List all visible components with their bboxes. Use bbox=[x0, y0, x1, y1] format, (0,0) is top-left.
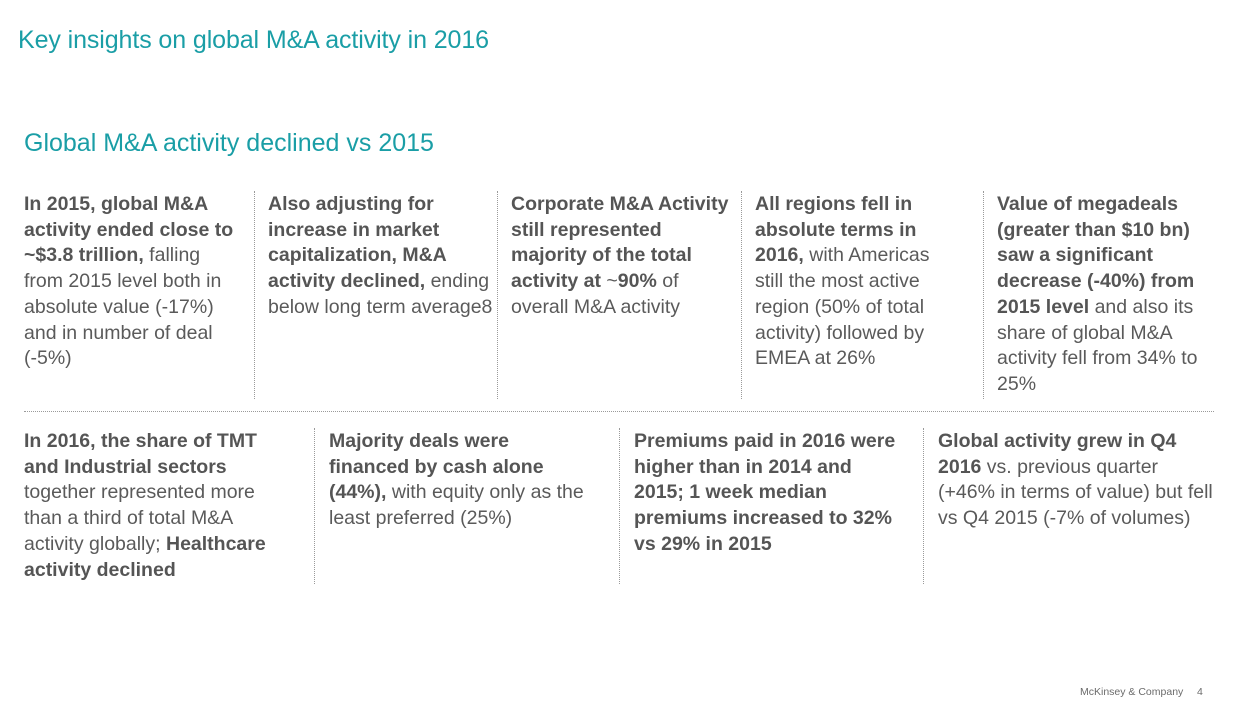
insight-body: of overall M&A activity bbox=[511, 270, 681, 318]
insights-row-bottom: In 2016, the share of TMT and Industrial… bbox=[0, 428, 1255, 584]
insight-body: and also its share of global M&A activit… bbox=[997, 295, 1198, 395]
section-subtitle: Global M&A activity declined vs 2015 bbox=[24, 129, 434, 157]
page-title: Key insights on global M&A activity in 2… bbox=[18, 26, 489, 54]
insight-body: together represented more than a third o… bbox=[24, 481, 255, 555]
insight-bold: Also adjusting for increase in market ca… bbox=[268, 193, 447, 293]
insight-bold: Value of megadeals (greater than $10 bn)… bbox=[997, 193, 1195, 318]
insight-card: In 2016, the share of TMT and Industrial… bbox=[24, 428, 314, 584]
insight-text: Premiums paid in 2016 were higher than i… bbox=[634, 429, 902, 558]
insight-card: All regions fell in absolute terms in 20… bbox=[741, 191, 983, 399]
insight-bold: Majority deals were financed by cash alo… bbox=[329, 430, 544, 504]
insight-body: with Americas still the most active regi… bbox=[755, 244, 930, 370]
insight-text: Corporate M&A Activity still represented… bbox=[511, 192, 737, 321]
insight-card: Also adjusting for increase in market ca… bbox=[254, 191, 497, 399]
insight-text: Also adjusting for increase in market ca… bbox=[268, 192, 493, 321]
insight-card: Majority deals were financed by cash alo… bbox=[314, 428, 619, 584]
insight-bold: Corporate M&A Activity still represented… bbox=[511, 193, 729, 293]
insight-card: Corporate M&A Activity still represented… bbox=[497, 191, 741, 399]
insight-body: with equity only as the least preferred … bbox=[329, 481, 584, 530]
insights-row-top: In 2015, global M&A activity ended close… bbox=[0, 191, 1255, 399]
insight-bold: Global activity grew in Q4 2016 bbox=[938, 430, 1177, 478]
footer-brand: McKinsey & Company bbox=[1080, 686, 1184, 698]
insight-bold: All regions fell in absolute terms in 20… bbox=[755, 193, 917, 267]
insight-body: falling from 2015 level both in absolute… bbox=[24, 244, 222, 370]
insight-text: Majority deals were financed by cash alo… bbox=[329, 429, 587, 532]
insight-bold: In 2015, global M&A activity ended close… bbox=[24, 193, 234, 267]
insight-card: Global activity grew in Q4 2016 vs. prev… bbox=[923, 428, 1223, 584]
insight-bold: Healthcare activity declined bbox=[24, 532, 266, 581]
insight-text: In 2016, the share of TMT and Industrial… bbox=[24, 429, 296, 583]
insight-bold: Premiums paid in 2016 were higher than i… bbox=[634, 430, 896, 555]
insight-card: In 2015, global M&A activity ended close… bbox=[24, 191, 254, 399]
insight-body: ~ bbox=[600, 270, 618, 293]
insight-bold: 90% bbox=[617, 270, 657, 293]
insight-card: Premiums paid in 2016 were higher than i… bbox=[619, 428, 923, 584]
insight-bold: In 2016, the share of TMT and Industrial… bbox=[24, 430, 257, 478]
insight-body: vs. previous quarter (+46% in terms of v… bbox=[938, 455, 1213, 530]
page-number: 4 bbox=[1197, 686, 1203, 698]
insight-card: Value of megadeals (greater than $10 bn)… bbox=[983, 191, 1233, 399]
horizontal-divider bbox=[24, 411, 1214, 412]
insight-text: All regions fell in absolute terms in 20… bbox=[755, 192, 955, 372]
insight-body: ending below long term average8 bbox=[268, 270, 493, 318]
insight-text: Value of megadeals (greater than $10 bn)… bbox=[997, 192, 1219, 398]
insight-text: Global activity grew in Q4 2016 vs. prev… bbox=[938, 429, 1216, 532]
insight-text: In 2015, global M&A activity ended close… bbox=[24, 192, 239, 372]
